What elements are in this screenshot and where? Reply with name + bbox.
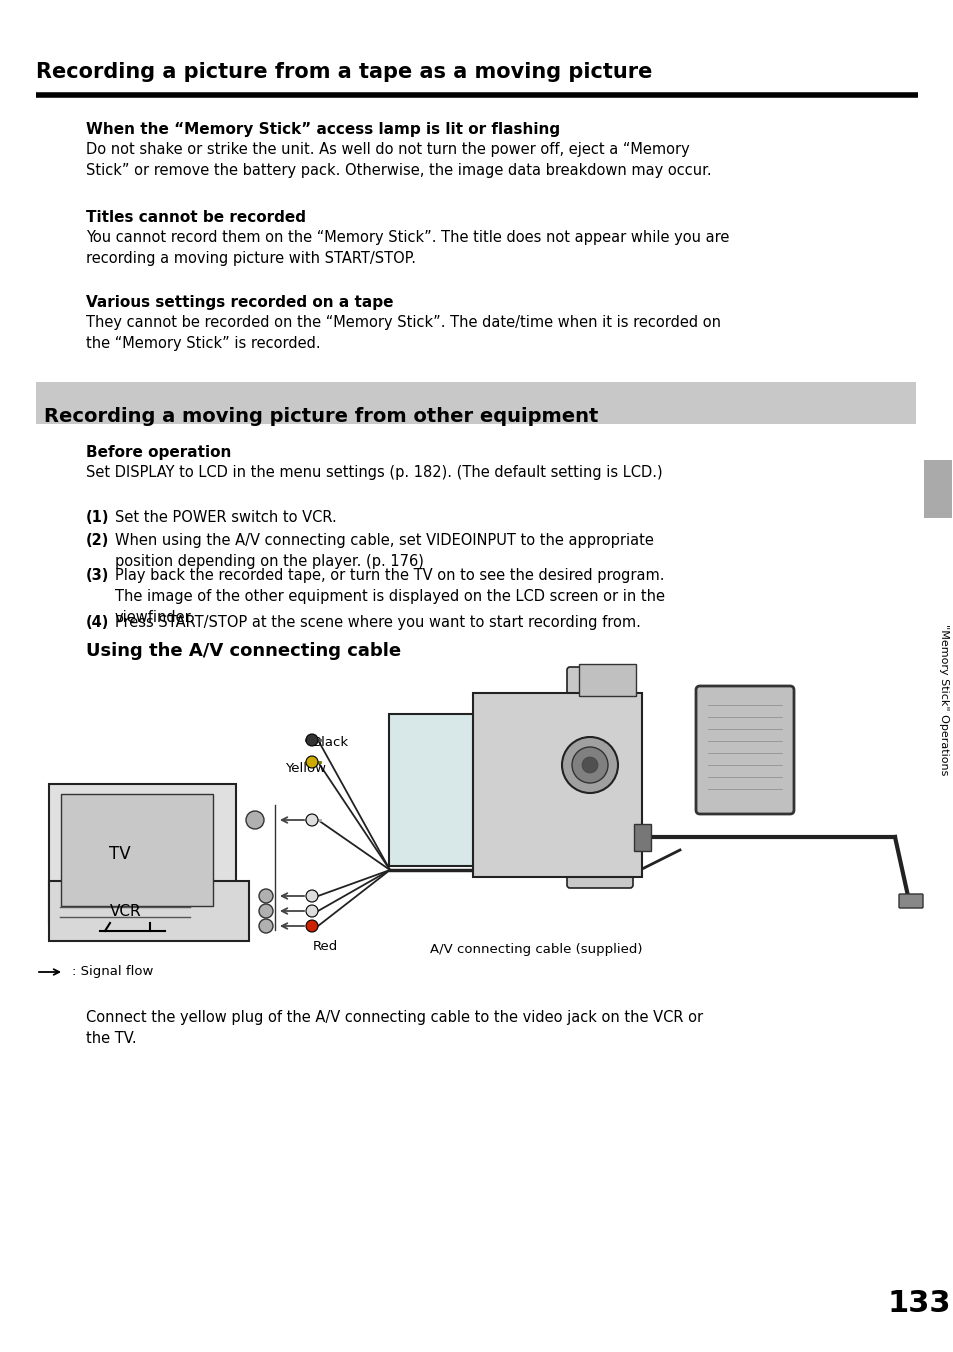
Text: Connect the yellow plug of the A/V connecting cable to the video jack on the VCR: Connect the yellow plug of the A/V conne… [86,1010,702,1046]
Circle shape [306,756,317,768]
Text: 133: 133 [887,1288,950,1318]
Text: (4): (4) [86,615,110,630]
Text: TV: TV [110,845,131,863]
FancyBboxPatch shape [566,667,633,888]
Circle shape [306,890,317,902]
Circle shape [306,734,317,746]
Text: You cannot record them on the “Memory Stick”. The title does not appear while yo: You cannot record them on the “Memory St… [86,230,729,266]
Bar [36,383,915,425]
Circle shape [306,904,317,917]
FancyBboxPatch shape [634,823,650,850]
Text: Using the A/V connecting cable: Using the A/V connecting cable [86,642,400,660]
Bar [923,460,951,518]
Text: Recording a moving picture from other equipment: Recording a moving picture from other eq… [44,407,598,426]
Text: Various settings recorded on a tape: Various settings recorded on a tape [86,295,393,310]
FancyBboxPatch shape [49,882,249,941]
Text: Press START/STOP at the scene where you want to start recording from.: Press START/STOP at the scene where you … [115,615,640,630]
Circle shape [258,890,273,903]
Text: : Signal flow: : Signal flow [71,965,153,979]
FancyBboxPatch shape [696,685,793,814]
FancyBboxPatch shape [898,894,923,909]
Circle shape [581,757,598,773]
Text: VCR: VCR [110,903,141,918]
Text: (2): (2) [86,533,110,548]
Text: Titles cannot be recorded: Titles cannot be recorded [86,210,306,224]
Text: Red: Red [313,940,338,953]
Circle shape [258,919,273,933]
Circle shape [246,811,264,829]
FancyBboxPatch shape [389,714,480,867]
Circle shape [306,919,317,932]
Text: White: White [390,821,429,833]
FancyBboxPatch shape [473,694,641,877]
Text: When the “Memory Stick” access lamp is lit or flashing: When the “Memory Stick” access lamp is l… [86,122,559,137]
Text: Play back the recorded tape, or turn the TV on to see the desired program.
The i: Play back the recorded tape, or turn the… [115,568,664,625]
Text: (1): (1) [86,510,110,525]
Text: Yellow: Yellow [285,763,326,775]
Text: A/V: A/V [599,821,628,836]
Text: "Memory Stick" Operations: "Memory Stick" Operations [938,625,948,776]
Text: Set the POWER switch to VCR.: Set the POWER switch to VCR. [115,510,336,525]
Text: When using the A/V connecting cable, set VIDEOINPUT to the appropriate
position : When using the A/V connecting cable, set… [115,533,653,569]
FancyBboxPatch shape [61,794,213,906]
Text: Before operation: Before operation [86,445,232,460]
Text: A/V connecting cable (supplied): A/V connecting cable (supplied) [430,942,641,956]
Circle shape [572,748,607,783]
Circle shape [258,904,273,918]
Circle shape [306,814,317,826]
Text: Set DISPLAY to LCD in the menu settings (p. 182). (The default setting is LCD.): Set DISPLAY to LCD in the menu settings … [86,465,662,480]
Text: Do not shake or strike the unit. As well do not turn the power off, eject a “Mem: Do not shake or strike the unit. As well… [86,142,711,178]
FancyBboxPatch shape [49,784,235,923]
Text: They cannot be recorded on the “Memory Stick”. The date/time when it is recorded: They cannot be recorded on the “Memory S… [86,315,720,352]
Text: (3): (3) [86,568,110,583]
Text: Recording a picture from a tape as a moving picture: Recording a picture from a tape as a mov… [36,62,652,82]
FancyBboxPatch shape [578,664,636,696]
Circle shape [561,737,618,794]
Text: Black: Black [313,735,349,749]
